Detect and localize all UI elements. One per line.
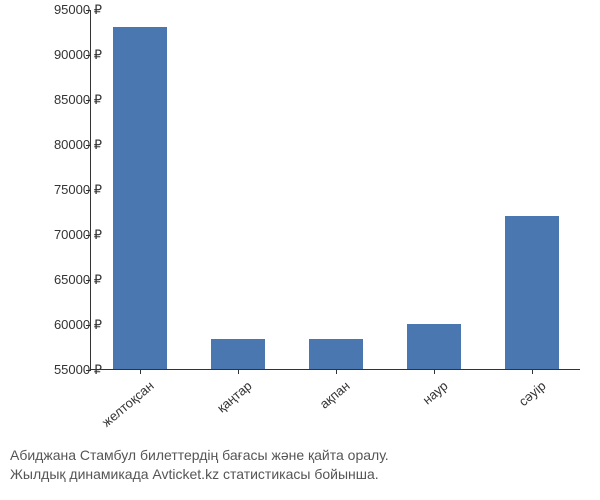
x-axis-label: қаңтар [168, 378, 254, 454]
y-axis-tick-label: 95000 ₽ [54, 2, 102, 18]
x-axis-label: желтоқсан [70, 378, 156, 454]
bar [309, 339, 363, 369]
y-axis-tick-label: 80000 ₽ [54, 137, 102, 153]
chart-container [90, 10, 580, 370]
x-axis-tick-mark [238, 369, 239, 374]
y-axis-tick-label: 85000 ₽ [54, 92, 102, 108]
bar [211, 339, 265, 369]
bar [407, 324, 461, 369]
caption-line-2: Жылдық динамикада Avticket.kz статистика… [10, 465, 389, 485]
y-axis-tick-label: 65000 ₽ [54, 272, 102, 288]
x-axis-tick-mark [434, 369, 435, 374]
y-axis-tick-label: 75000 ₽ [54, 182, 102, 198]
y-axis-tick-label: 70000 ₽ [54, 227, 102, 243]
plot-area [90, 10, 580, 370]
bar [113, 27, 167, 369]
x-axis-label: сәуір [462, 378, 548, 454]
x-axis-tick-mark [532, 369, 533, 374]
x-axis-label: ақпан [266, 378, 352, 454]
y-axis-tick-label: 55000 ₽ [54, 362, 102, 378]
caption: Абиджана Стамбул билеттердің бағасы және… [10, 446, 389, 485]
x-axis-tick-mark [140, 369, 141, 374]
y-axis-tick-label: 90000 ₽ [54, 47, 102, 63]
bar [505, 216, 559, 369]
x-axis-tick-mark [336, 369, 337, 374]
caption-line-1: Абиджана Стамбул билеттердің бағасы және… [10, 446, 389, 466]
y-axis-tick-label: 60000 ₽ [54, 317, 102, 333]
x-axis-label: наур [364, 378, 450, 454]
